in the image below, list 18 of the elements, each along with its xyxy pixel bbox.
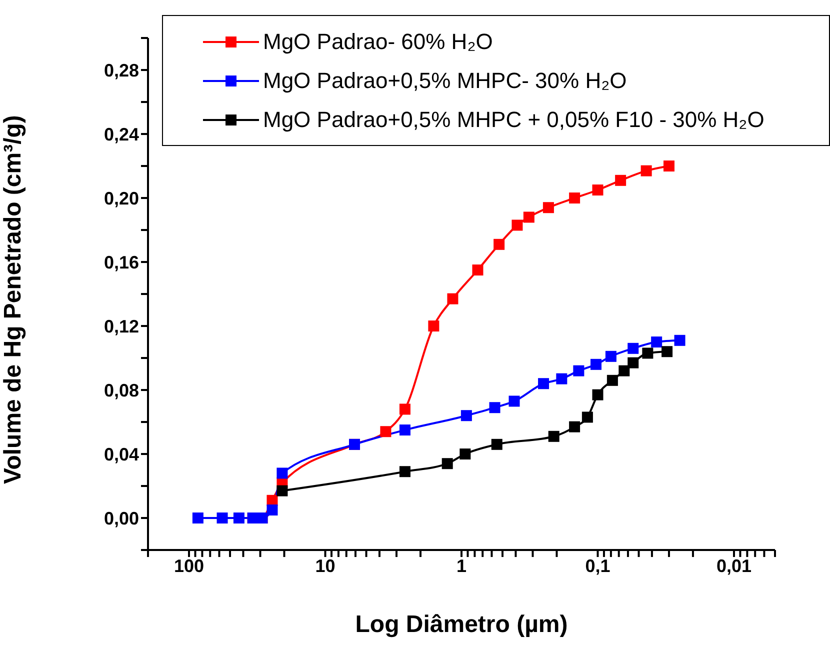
x-axis-title: Log Diâmetro (µm): [355, 611, 568, 638]
x-tick-label: 10: [315, 556, 336, 576]
legend-label: MgO Padrao- 60% H₂O: [263, 28, 493, 54]
x-tick-label: 0,1: [585, 556, 610, 576]
x-tick-label: 0,01: [716, 556, 752, 576]
legend-label: MgO Padrao+0,5% MHPC + 0,05% F10 - 30% H₂O: [263, 106, 764, 132]
x-tick-label: 1: [456, 556, 467, 576]
y-tick-label: 0,20: [104, 188, 139, 208]
y-tick-label: 0,28: [104, 60, 139, 80]
y-tick-label: 0,16: [104, 252, 139, 272]
y-axis-title: Volume de Hg Penetrado (cm³/g): [0, 115, 27, 484]
y-tick-label: 0,08: [104, 380, 139, 400]
y-tick-label: 0,12: [104, 316, 139, 336]
legend-label: MgO Padrao+0,5% MHPC- 30% H₂O: [263, 68, 627, 94]
y-tick-label: 0,04: [104, 444, 139, 464]
y-tick-label: 0,00: [104, 508, 139, 528]
y-tick-label: 0,24: [104, 124, 139, 144]
x-tick-label: 100: [174, 556, 204, 576]
